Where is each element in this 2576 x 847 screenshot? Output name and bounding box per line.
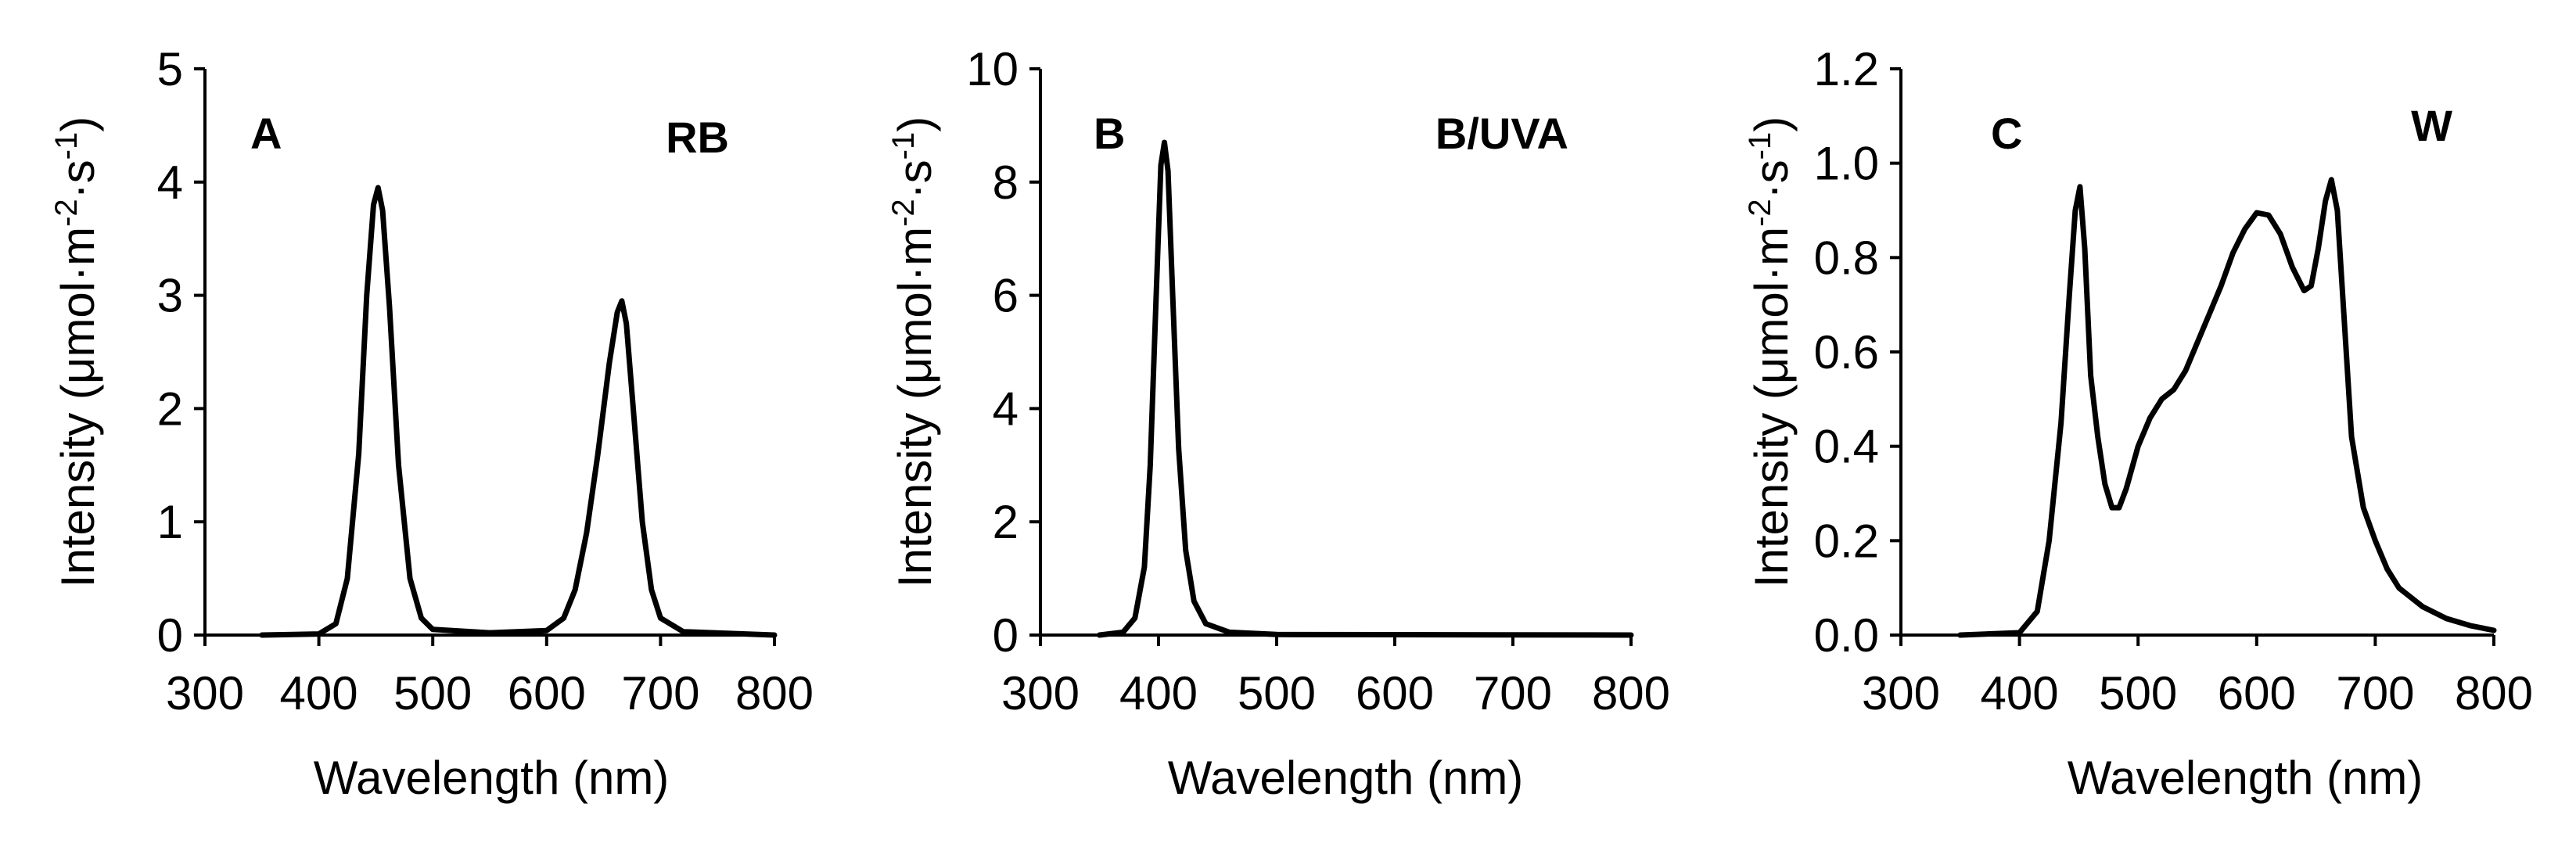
ylabel-base: Intensity (μmol·m [889, 227, 941, 587]
x-tick-label: 700 [2336, 667, 2414, 720]
panel-b-label: B [1094, 109, 1125, 158]
y-tick-label: 8 [993, 156, 1019, 209]
x-tick-label: 300 [166, 667, 244, 720]
y-tick-label: 0.2 [1814, 515, 1879, 567]
panel-a-x-axis-title: Wavelength (nm) [314, 752, 670, 804]
ylabel-mid: ·s [1745, 160, 1798, 199]
y-tick-label: 2 [993, 496, 1019, 548]
ylabel-sup2: -1 [886, 132, 921, 160]
ylabel-mid: ·s [889, 160, 941, 199]
y-tick-label: 1.2 [1814, 43, 1879, 95]
x-tick-label: 600 [508, 667, 586, 720]
panel-b-tag: B/UVA [1435, 109, 1568, 158]
y-tick-label: 1 [157, 496, 183, 548]
y-tick-label: 4 [157, 156, 183, 209]
x-tick-label: 700 [621, 667, 699, 720]
x-tick-label: 400 [1981, 667, 2059, 720]
panel-c-y-axis-title: Intensity (μmol·m-2·s-1) [1743, 117, 1798, 587]
panel-c: C W Wavelength (nm) Intensity (μmol·m-2·… [1743, 43, 2533, 804]
y-tick-label: 6 [993, 270, 1019, 322]
panel-a-label: A [250, 109, 282, 158]
y-tick-label: 0 [993, 609, 1019, 662]
y-tick-label: 5 [157, 43, 183, 95]
y-tick-label: 0.6 [1814, 326, 1879, 379]
y-tick-label: 4 [993, 382, 1019, 435]
ylabel-sup2: -1 [49, 132, 84, 160]
x-tick-label: 600 [2218, 667, 2296, 720]
panel-c-label: C [1991, 109, 2022, 158]
panel-a-y-axis-title: Intensity (μmol·m-2·s-1) [49, 117, 104, 587]
ylabel-end: ) [52, 117, 104, 132]
y-tick-label: 2 [157, 382, 183, 435]
x-tick-label: 500 [1238, 667, 1316, 720]
x-tick-label: 700 [1474, 667, 1552, 720]
series-line [259, 185, 778, 638]
x-tick-label: 300 [1862, 667, 1940, 720]
ylabel-base: Intensity (μmol·m [52, 227, 104, 587]
y-tick-label: 1.0 [1814, 138, 1879, 190]
panel-b-x-axis-title: Wavelength (nm) [1168, 752, 1524, 804]
ylabel-base: Intensity (μmol·m [1745, 227, 1798, 587]
x-tick-label: 800 [2455, 667, 2533, 720]
panel-c-tag: W [2411, 101, 2452, 150]
y-tick-label: 10 [966, 43, 1019, 95]
panel-a: A RB Wavelength (nm) Intensity (μmol·m-2… [49, 43, 814, 804]
ylabel-end: ) [1745, 117, 1798, 132]
ylabel-sup2: -1 [1743, 132, 1777, 160]
series-line [1957, 177, 2497, 638]
x-tick-label: 400 [1119, 667, 1198, 720]
x-tick-label: 300 [1001, 667, 1080, 720]
panel-b: B B/UVA Wavelength (nm) Intensity (μmol·… [886, 43, 1670, 804]
y-tick-label: 0 [157, 609, 183, 662]
ylabel-sup1: -2 [49, 199, 84, 227]
ylabel-end: ) [889, 117, 941, 132]
x-tick-label: 500 [2099, 667, 2177, 720]
series-line [1097, 139, 1634, 638]
x-tick-label: 800 [735, 667, 814, 720]
x-tick-label: 500 [393, 667, 472, 720]
panel-a-tag: RB [666, 113, 729, 162]
ylabel-sup1: -2 [1743, 199, 1777, 227]
panel-c-x-axis-title: Wavelength (nm) [2068, 752, 2423, 804]
y-tick-label: 0.8 [1814, 231, 1879, 284]
y-tick-label: 0.0 [1814, 609, 1879, 662]
y-tick-label: 3 [157, 270, 183, 322]
x-tick-label: 800 [1592, 667, 1670, 720]
ylabel-sup1: -2 [886, 199, 921, 227]
x-tick-label: 400 [280, 667, 358, 720]
x-tick-label: 600 [1356, 667, 1434, 720]
y-tick-label: 0.4 [1814, 421, 1879, 473]
ylabel-mid: ·s [52, 160, 104, 199]
panel-b-y-axis-title: Intensity (μmol·m-2·s-1) [886, 117, 941, 587]
